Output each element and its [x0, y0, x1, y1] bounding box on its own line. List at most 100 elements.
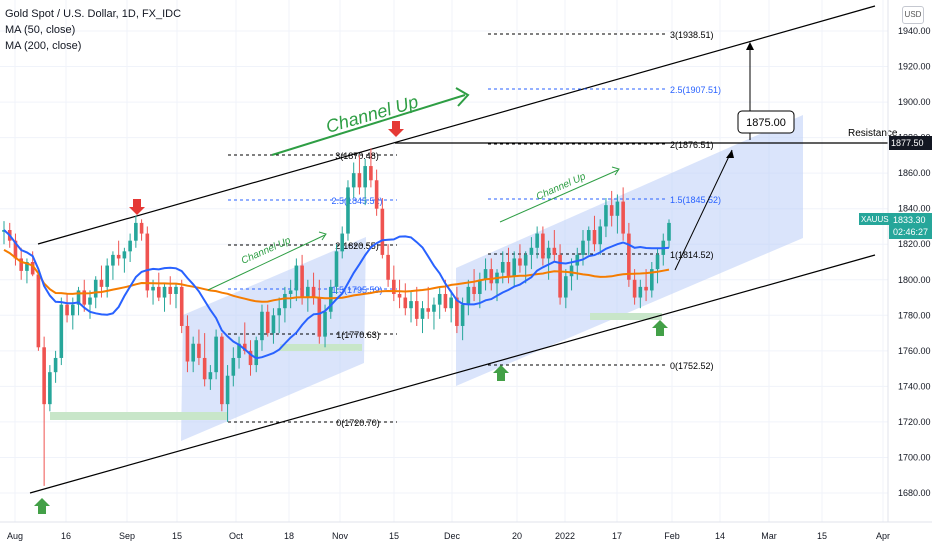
candle-body: [552, 247, 557, 255]
projection-line: [674, 149, 733, 271]
channel-lower-line: [29, 254, 876, 494]
time-tick-label: 14: [715, 531, 725, 541]
time-tick-label: Dec: [444, 531, 461, 541]
candle-body: [197, 343, 201, 358]
candle-body: [546, 247, 551, 259]
time-tick-label: Apr: [876, 531, 890, 541]
candle-body: [667, 222, 671, 241]
candle-body: [512, 258, 517, 277]
candle-body: [288, 290, 293, 294]
candle-body: [93, 279, 98, 298]
candle-body: [466, 286, 471, 305]
candle-body: [202, 357, 207, 380]
candle-body: [300, 265, 304, 298]
candle-body: [380, 208, 385, 255]
channel-arrow-main: [271, 94, 466, 156]
candle-body: [162, 286, 167, 298]
candle-body: [156, 286, 161, 298]
fib-label-right: 2.5(1907.51): [670, 85, 721, 95]
candle-body: [88, 297, 92, 305]
fib-label-left: 0(1720.70): [336, 418, 380, 428]
candle-body: [168, 286, 173, 294]
candle-body: [208, 372, 213, 380]
candle-body: [328, 286, 333, 312]
target-box: [737, 110, 795, 134]
candle-body: [478, 279, 482, 294]
time-tick-label: Feb: [664, 531, 680, 541]
channel-arrowhead-main: [455, 87, 470, 107]
symbol-name-label: XAUUSD: [861, 215, 895, 224]
channel-arrowhead-right: [611, 166, 620, 176]
time-tick-label: 17: [612, 531, 622, 541]
candle-body: [627, 233, 631, 280]
candle-body: [254, 340, 259, 366]
candle-body: [483, 269, 488, 280]
sell-arrow-1: [129, 199, 145, 215]
support-zones: [50, 313, 662, 420]
candle-body: [581, 240, 585, 255]
candle-body: [42, 347, 46, 405]
candle-body: [443, 293, 448, 309]
candle-body: [638, 286, 643, 298]
channel-arrow-left: [207, 234, 326, 291]
fib-label-left: 1.5(1795.59): [331, 285, 382, 295]
ma50-line: [3, 229, 670, 360]
candle-body: [506, 262, 511, 277]
candle-body: [19, 258, 23, 271]
candle-body: [317, 297, 322, 337]
candle-body: [604, 205, 608, 227]
candle-body: [225, 375, 230, 405]
candle-body: [455, 297, 459, 326]
candle-body: [179, 286, 184, 326]
candles: [2, 148, 671, 486]
candle-body: [260, 311, 264, 341]
symbol-name-box: [859, 213, 889, 225]
candle-body: [30, 262, 35, 275]
price-tick-label: 1840.00: [898, 204, 931, 214]
candle-body: [632, 279, 637, 298]
candle-body: [518, 258, 522, 266]
candle-body: [449, 297, 453, 309]
candle-body: [82, 290, 87, 305]
candle-body: [472, 286, 476, 294]
price-axis: 1940.001920.001900.001880.001860.001840.…: [859, 0, 932, 522]
candle-body: [191, 343, 195, 362]
time-tick-label: Mar: [761, 531, 777, 541]
candle-body: [644, 286, 648, 291]
fib-label-left: 2.5(1845.52): [331, 196, 382, 206]
candle-body: [351, 173, 356, 188]
currency-button[interactable]: USD: [902, 6, 924, 24]
fib-label-left: 2(1820.55): [335, 241, 379, 251]
target-arrowhead: [746, 42, 754, 50]
buy-arrow-1: [34, 498, 50, 514]
candle-body: [242, 343, 247, 351]
channel-arrowhead-left: [318, 231, 327, 241]
candle-body: [564, 276, 568, 298]
fib-label-right: 3(1938.51): [670, 30, 714, 40]
candle-body: [99, 279, 104, 287]
candle-body: [277, 308, 281, 316]
candle-body: [139, 222, 144, 234]
candle-body: [231, 357, 236, 376]
support-zone-1: [50, 412, 228, 420]
fib-label-right: 0(1752.52): [670, 361, 714, 371]
candle-body: [535, 233, 539, 248]
candle-body: [145, 233, 150, 291]
candle-body: [283, 293, 287, 309]
time-tick-label: 15: [389, 531, 399, 541]
candle-body: [409, 301, 413, 309]
candle-body: [36, 274, 41, 348]
candle-body: [220, 336, 224, 405]
candle-body: [237, 343, 241, 358]
candle-body: [397, 293, 402, 298]
candle-body: [214, 336, 218, 373]
target-label: 1875.00: [746, 117, 786, 129]
buy-arrow-2: [493, 365, 509, 381]
time-tick-label: Nov: [332, 531, 349, 541]
projection-arrowhead: [726, 150, 734, 158]
fib-levels: 3(1870.48) 2.5(1845.52) 2(1820.55) 1.5(1795…: [228, 30, 721, 428]
candle-body: [248, 350, 253, 366]
legend-title: Gold Spot / U.S. Dollar, 1D, FX_IDC: [5, 8, 182, 20]
